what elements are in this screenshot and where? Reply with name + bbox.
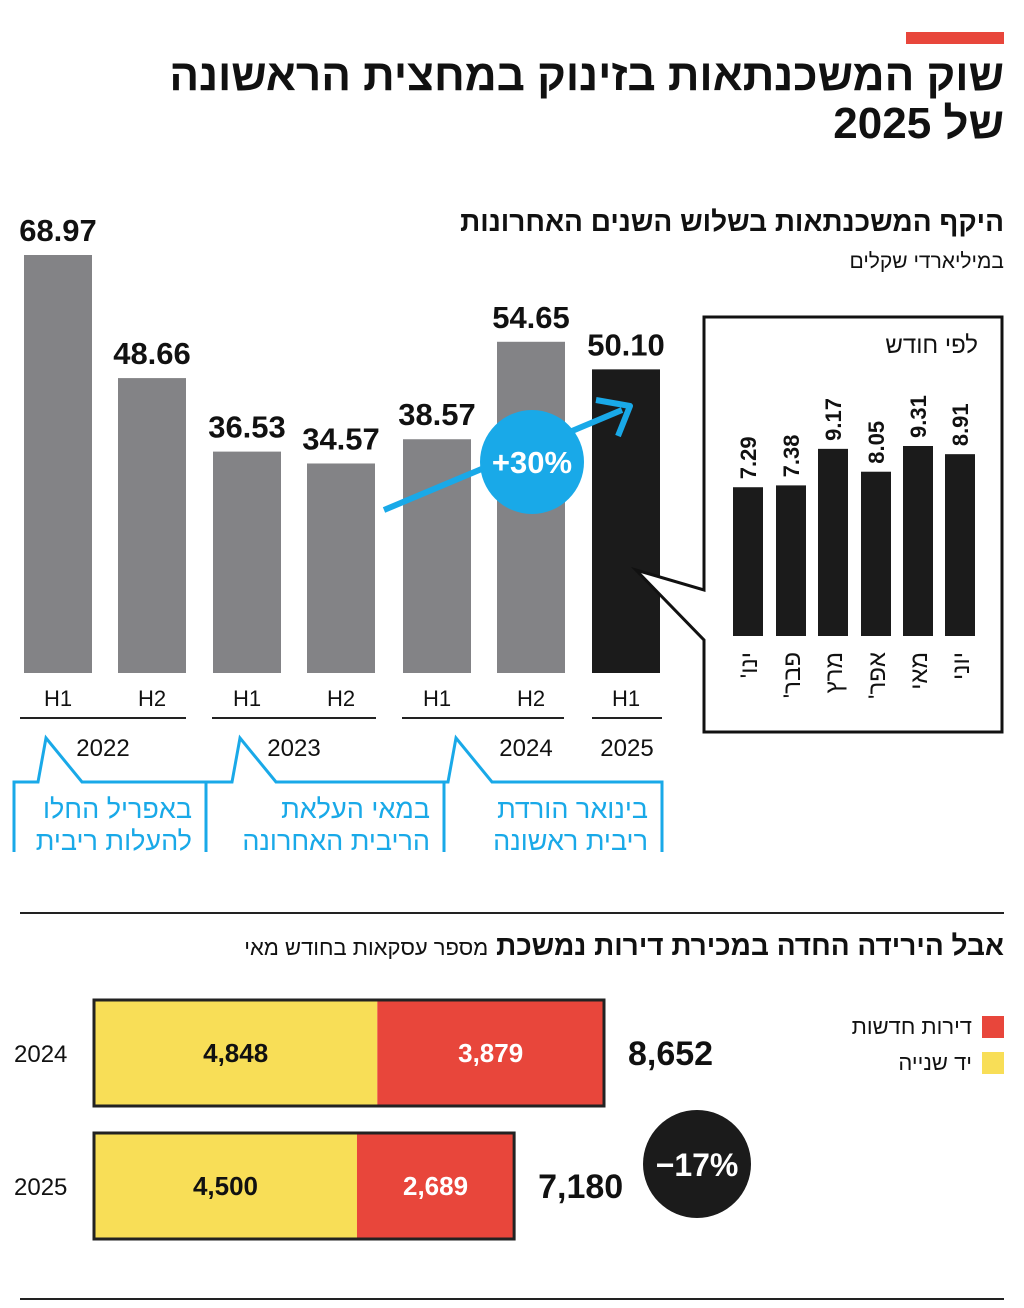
section2-title-bold: אבל הירידה החדה במכירת דירות נמשכת xyxy=(496,930,1004,961)
new-bar-0 xyxy=(377,1000,604,1106)
section-divider xyxy=(20,912,1004,914)
month-label-5: יוני xyxy=(948,652,975,680)
legend-label-secondhand: יד שנייה xyxy=(898,1050,972,1075)
new-value-1: 2,689 xyxy=(403,1171,468,1201)
new-value-0: 3,879 xyxy=(458,1038,523,1068)
bar-3 xyxy=(307,463,375,673)
annotation-line2-2: ריבית ראשונה xyxy=(493,826,648,856)
month-value-label-0: 7.29 xyxy=(736,436,761,479)
row-year-label-0: 2024 xyxy=(14,1041,67,1068)
bar-value-label-0: 68.97 xyxy=(19,213,97,248)
bar-0 xyxy=(24,255,92,673)
growth-badge-label: +30% xyxy=(492,445,572,480)
year-label-3: 2025 xyxy=(600,735,653,762)
inset-title: לפי חודש xyxy=(885,332,978,359)
half-label-3: H2 xyxy=(327,686,355,711)
bar-value-label-1: 48.66 xyxy=(113,336,191,371)
half-label-5: H2 xyxy=(517,686,545,711)
month-value-label-5: 8.91 xyxy=(948,403,973,446)
legend-swatch-new xyxy=(982,1016,1004,1038)
month-bar-0 xyxy=(733,487,763,636)
annotation-line1-1: במאי העלאת xyxy=(281,794,430,824)
row-total-1: 7,180 xyxy=(538,1168,623,1206)
half-label-1: H2 xyxy=(138,686,166,711)
new-bar-1 xyxy=(356,1133,515,1239)
half-label-2: H1 xyxy=(233,686,261,711)
row-outline-1 xyxy=(92,1131,516,1241)
section2-title-small: מספר עסקאות בחודש מאי xyxy=(244,935,489,960)
month-label-0: ינו' xyxy=(736,652,763,678)
secondhand-bar-0 xyxy=(94,1000,378,1106)
bar-value-label-4: 38.57 xyxy=(398,397,476,432)
legend-item-new: דירות חדשות xyxy=(852,1014,1004,1040)
annotation-callout-2 xyxy=(442,734,664,852)
bar-2 xyxy=(213,451,281,673)
annotation-line1-2: בינואר הורדת xyxy=(497,794,648,824)
change-badge-label: −17% xyxy=(656,1147,739,1183)
annotation-line2-0: להעלות ריבית xyxy=(36,826,192,856)
half-label-4: H1 xyxy=(423,686,451,711)
month-bar-5 xyxy=(945,454,975,636)
secondhand-value-1: 4,500 xyxy=(193,1171,258,1201)
year-label-1: 2023 xyxy=(267,735,320,762)
bar-value-label-3: 34.57 xyxy=(302,421,380,456)
growth-arrow-head xyxy=(595,397,633,438)
month-value-label-2: 9.17 xyxy=(821,398,846,441)
bar-value-label-5: 54.65 xyxy=(492,300,570,335)
row-outline-0 xyxy=(92,998,606,1108)
chart-title: היקף המשכנתאות בשלוש השנים האחרונות xyxy=(460,206,1004,237)
month-label-3: אפר' xyxy=(864,652,891,699)
month-label-4: מאי xyxy=(906,652,933,690)
legend-swatch-secondhand xyxy=(982,1052,1004,1074)
legend-label-new: דירות חדשות xyxy=(851,1014,972,1039)
month-bar-2 xyxy=(818,448,848,636)
bar-value-label-2: 36.53 xyxy=(208,410,286,445)
month-bar-1 xyxy=(776,485,806,636)
month-bar-4 xyxy=(903,446,933,636)
half-label-0: H1 xyxy=(44,686,72,711)
month-bar-3 xyxy=(861,471,891,636)
annotation-line1-0: באפריל החלו xyxy=(43,794,192,824)
month-value-label-3: 8.05 xyxy=(864,421,889,464)
half-label-6: H1 xyxy=(612,686,640,711)
month-label-2: מרץ xyxy=(821,652,848,693)
page-title: שוק המשכנתאות בזינוק במחצית הראשונה של 2… xyxy=(169,51,1004,148)
row-year-label-1: 2025 xyxy=(14,1174,67,1201)
year-label-2: 2024 xyxy=(499,735,552,762)
month-value-label-1: 7.38 xyxy=(779,435,804,478)
legend-item-secondhand: יד שנייה xyxy=(898,1050,1004,1076)
bar-4 xyxy=(403,439,471,673)
secondhand-bar-1 xyxy=(94,1133,357,1239)
row-total-0: 8,652 xyxy=(628,1035,713,1073)
bottom-divider xyxy=(20,1298,1004,1300)
month-value-label-4: 9.31 xyxy=(906,395,931,438)
secondhand-value-0: 4,848 xyxy=(203,1038,268,1068)
chart-unit: במיליארדי שקלים xyxy=(849,250,1004,273)
growth-badge xyxy=(480,410,584,514)
change-badge xyxy=(643,1110,751,1218)
annotation-line2-1: הריבית האחרונה xyxy=(242,826,430,856)
bar-value-label-6: 50.10 xyxy=(587,327,665,362)
accent-bar xyxy=(906,32,1004,44)
month-label-1: פבר' xyxy=(779,652,806,698)
year-label-0: 2022 xyxy=(76,735,129,762)
section2-title: אבל הירידה החדה במכירת דירות נמשכת מספר … xyxy=(244,930,1004,962)
bar-1 xyxy=(118,378,186,673)
